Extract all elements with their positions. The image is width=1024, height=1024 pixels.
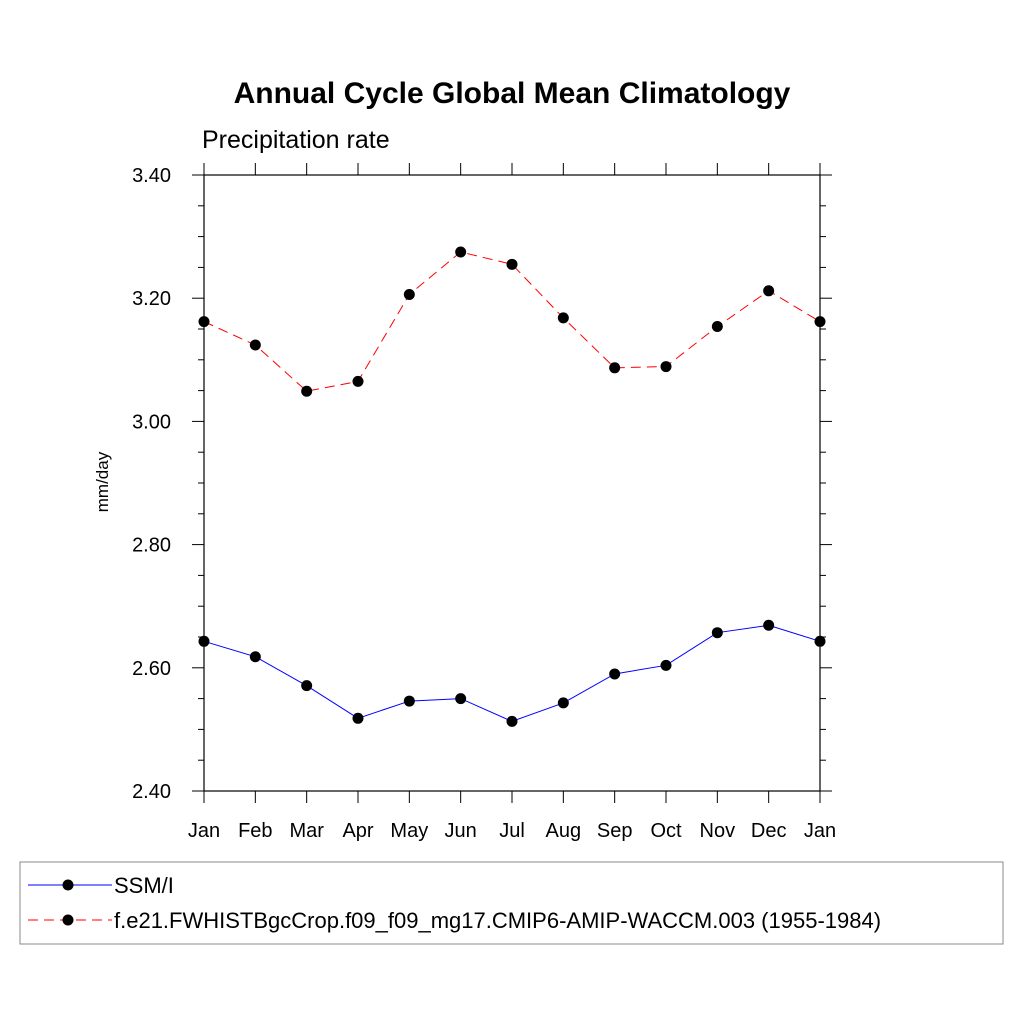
x-tick-label: Jul xyxy=(499,820,525,842)
y-tick-label: 2.40 xyxy=(132,781,171,803)
data-point xyxy=(557,697,569,709)
data-point xyxy=(352,375,364,387)
x-tick-label: Mar xyxy=(289,820,324,842)
x-tick-label: Aug xyxy=(546,820,582,842)
data-point xyxy=(352,712,364,724)
data-point xyxy=(711,627,723,639)
data-point xyxy=(814,635,826,647)
series-line-1 xyxy=(203,251,821,392)
data-point xyxy=(660,659,672,671)
x-tick-label: Sep xyxy=(597,820,633,842)
y-tick-label: 2.60 xyxy=(132,658,171,680)
data-point xyxy=(249,339,261,351)
x-tick-label: Jan xyxy=(804,820,836,842)
legend-items: SSM/I f.e21.FWHISTBgcCrop.f09_f09_mg17.CM… xyxy=(28,873,881,933)
data-point xyxy=(198,635,210,647)
legend-box xyxy=(19,861,1004,945)
x-tick-label: Oct xyxy=(650,820,682,842)
chart-title: Annual Cycle Global Mean Climatology xyxy=(234,77,791,110)
data-point xyxy=(455,246,467,258)
data-point xyxy=(455,693,467,705)
data-point xyxy=(506,258,518,270)
data-point xyxy=(814,316,826,328)
data-point xyxy=(660,361,672,373)
y-tick-label: 3.00 xyxy=(132,411,171,433)
data-point xyxy=(198,316,210,328)
x-tick-label: Jan xyxy=(188,820,220,842)
legend-label-0: SSM/I xyxy=(114,873,174,898)
data-point xyxy=(249,651,261,663)
data-point xyxy=(763,619,775,631)
data-point xyxy=(403,289,415,301)
axes: Jan Feb Mar Apr May Jun Jul Aug Sep Oct Nov Dec Jan 2… xyxy=(132,163,836,842)
x-tick-label: Dec xyxy=(751,820,787,842)
y-tick-label: 3.20 xyxy=(132,288,171,310)
legend: SSM/I f.e21.FWHISTBgcCrop.f09_f09_mg17.CM… xyxy=(19,861,1004,945)
data-point xyxy=(711,321,723,333)
x-tick-label: Apr xyxy=(342,820,373,842)
y-tick-label: 3.40 xyxy=(132,165,171,187)
data-point xyxy=(763,285,775,297)
data-point xyxy=(506,715,518,727)
data-point xyxy=(403,695,415,707)
data-point xyxy=(557,312,569,324)
legend-marker-1 xyxy=(62,914,74,926)
y-axis-label: mm/day xyxy=(93,451,112,512)
data-point xyxy=(609,362,621,374)
data-point xyxy=(301,385,313,397)
x-tick-label: Feb xyxy=(238,820,272,842)
x-tick-label: Nov xyxy=(700,820,736,842)
chart-subtitle: Precipitation rate xyxy=(202,126,390,154)
data-point xyxy=(609,668,621,680)
x-tick-label: May xyxy=(390,820,428,842)
series-layer xyxy=(198,246,826,727)
legend-marker-0 xyxy=(62,879,74,891)
data-point xyxy=(301,680,313,692)
series-line-0 xyxy=(203,624,821,722)
legend-label-1: f.e21.FWHISTBgcCrop.f09_f09_mg17.CMIP6-A… xyxy=(114,908,881,933)
y-tick-label: 2.80 xyxy=(132,535,171,557)
x-tick-label: Jun xyxy=(445,820,477,842)
